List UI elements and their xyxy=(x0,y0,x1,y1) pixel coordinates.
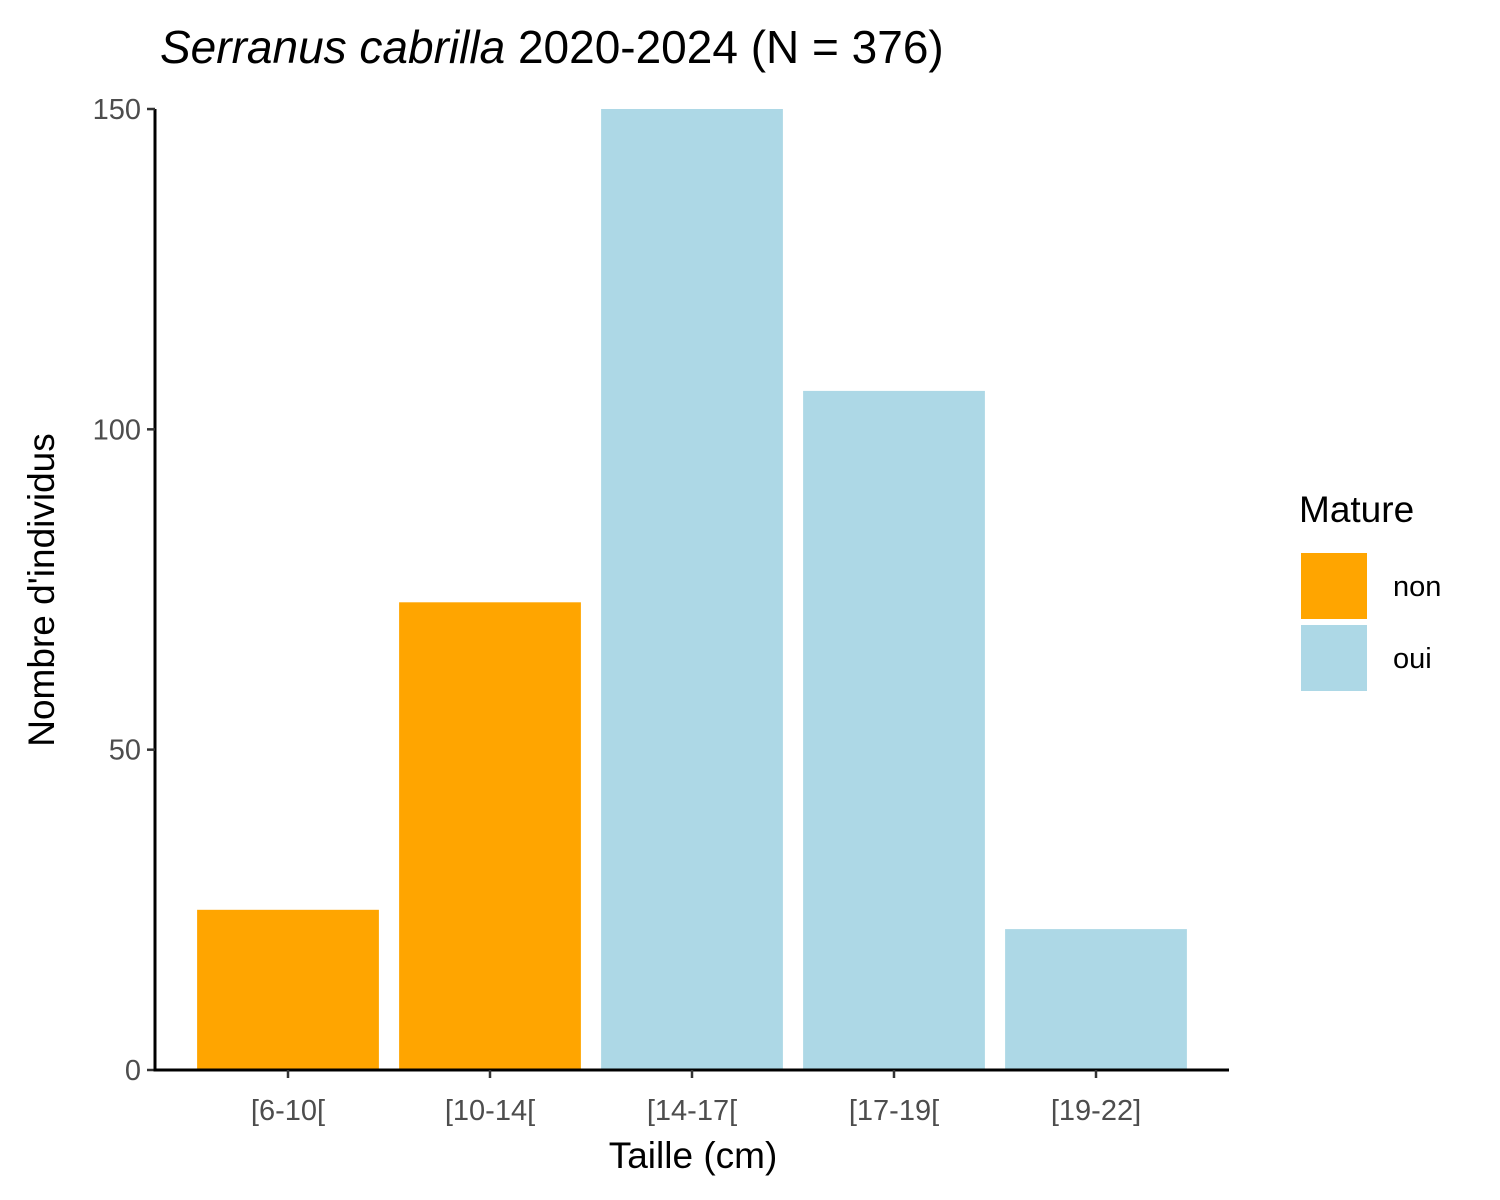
y-axis: 0 50 100 150 xyxy=(93,94,157,1087)
bar-2 xyxy=(601,109,783,1070)
bar-3 xyxy=(803,390,985,1070)
x-tick-label-0: [6-10[ xyxy=(251,1095,325,1127)
y-tick-label-2: 100 xyxy=(93,414,141,446)
bars-group xyxy=(197,109,1187,1070)
y-tick-label-3: 150 xyxy=(93,94,141,126)
legend-title: Mature xyxy=(1299,489,1414,530)
x-tick-label-4: [19-22] xyxy=(1051,1095,1141,1127)
x-tick-label-3: [17-19[ xyxy=(849,1095,939,1127)
x-tick-label-1: [10-14[ xyxy=(445,1095,535,1127)
legend-label-non: non xyxy=(1393,571,1441,603)
legend-label-oui: oui xyxy=(1393,643,1432,675)
x-axis: [6-10[ [10-14[ [14-17[ [17-19[ [19-22] xyxy=(153,1068,1229,1127)
x-tick-label-2: [14-17[ xyxy=(647,1095,737,1127)
chart-title-species: Serranus cabrilla xyxy=(160,21,505,73)
chart-title: Serranus cabrilla 2020-2024 (N = 376) xyxy=(160,21,944,73)
x-axis-title: Taille (cm) xyxy=(609,1135,778,1176)
y-tick-label-1: 50 xyxy=(109,735,141,767)
legend: Mature non oui xyxy=(1299,489,1441,691)
bar-1 xyxy=(399,602,581,1070)
chart-title-rest: 2020-2024 (N = 376) xyxy=(505,21,944,73)
legend-key-non xyxy=(1301,553,1367,619)
bar-4 xyxy=(1005,929,1187,1070)
bar-0 xyxy=(197,909,379,1070)
legend-key-oui xyxy=(1301,625,1367,691)
y-axis-title: Nombre d'individus xyxy=(21,433,62,747)
y-tick-label-0: 0 xyxy=(125,1055,141,1087)
